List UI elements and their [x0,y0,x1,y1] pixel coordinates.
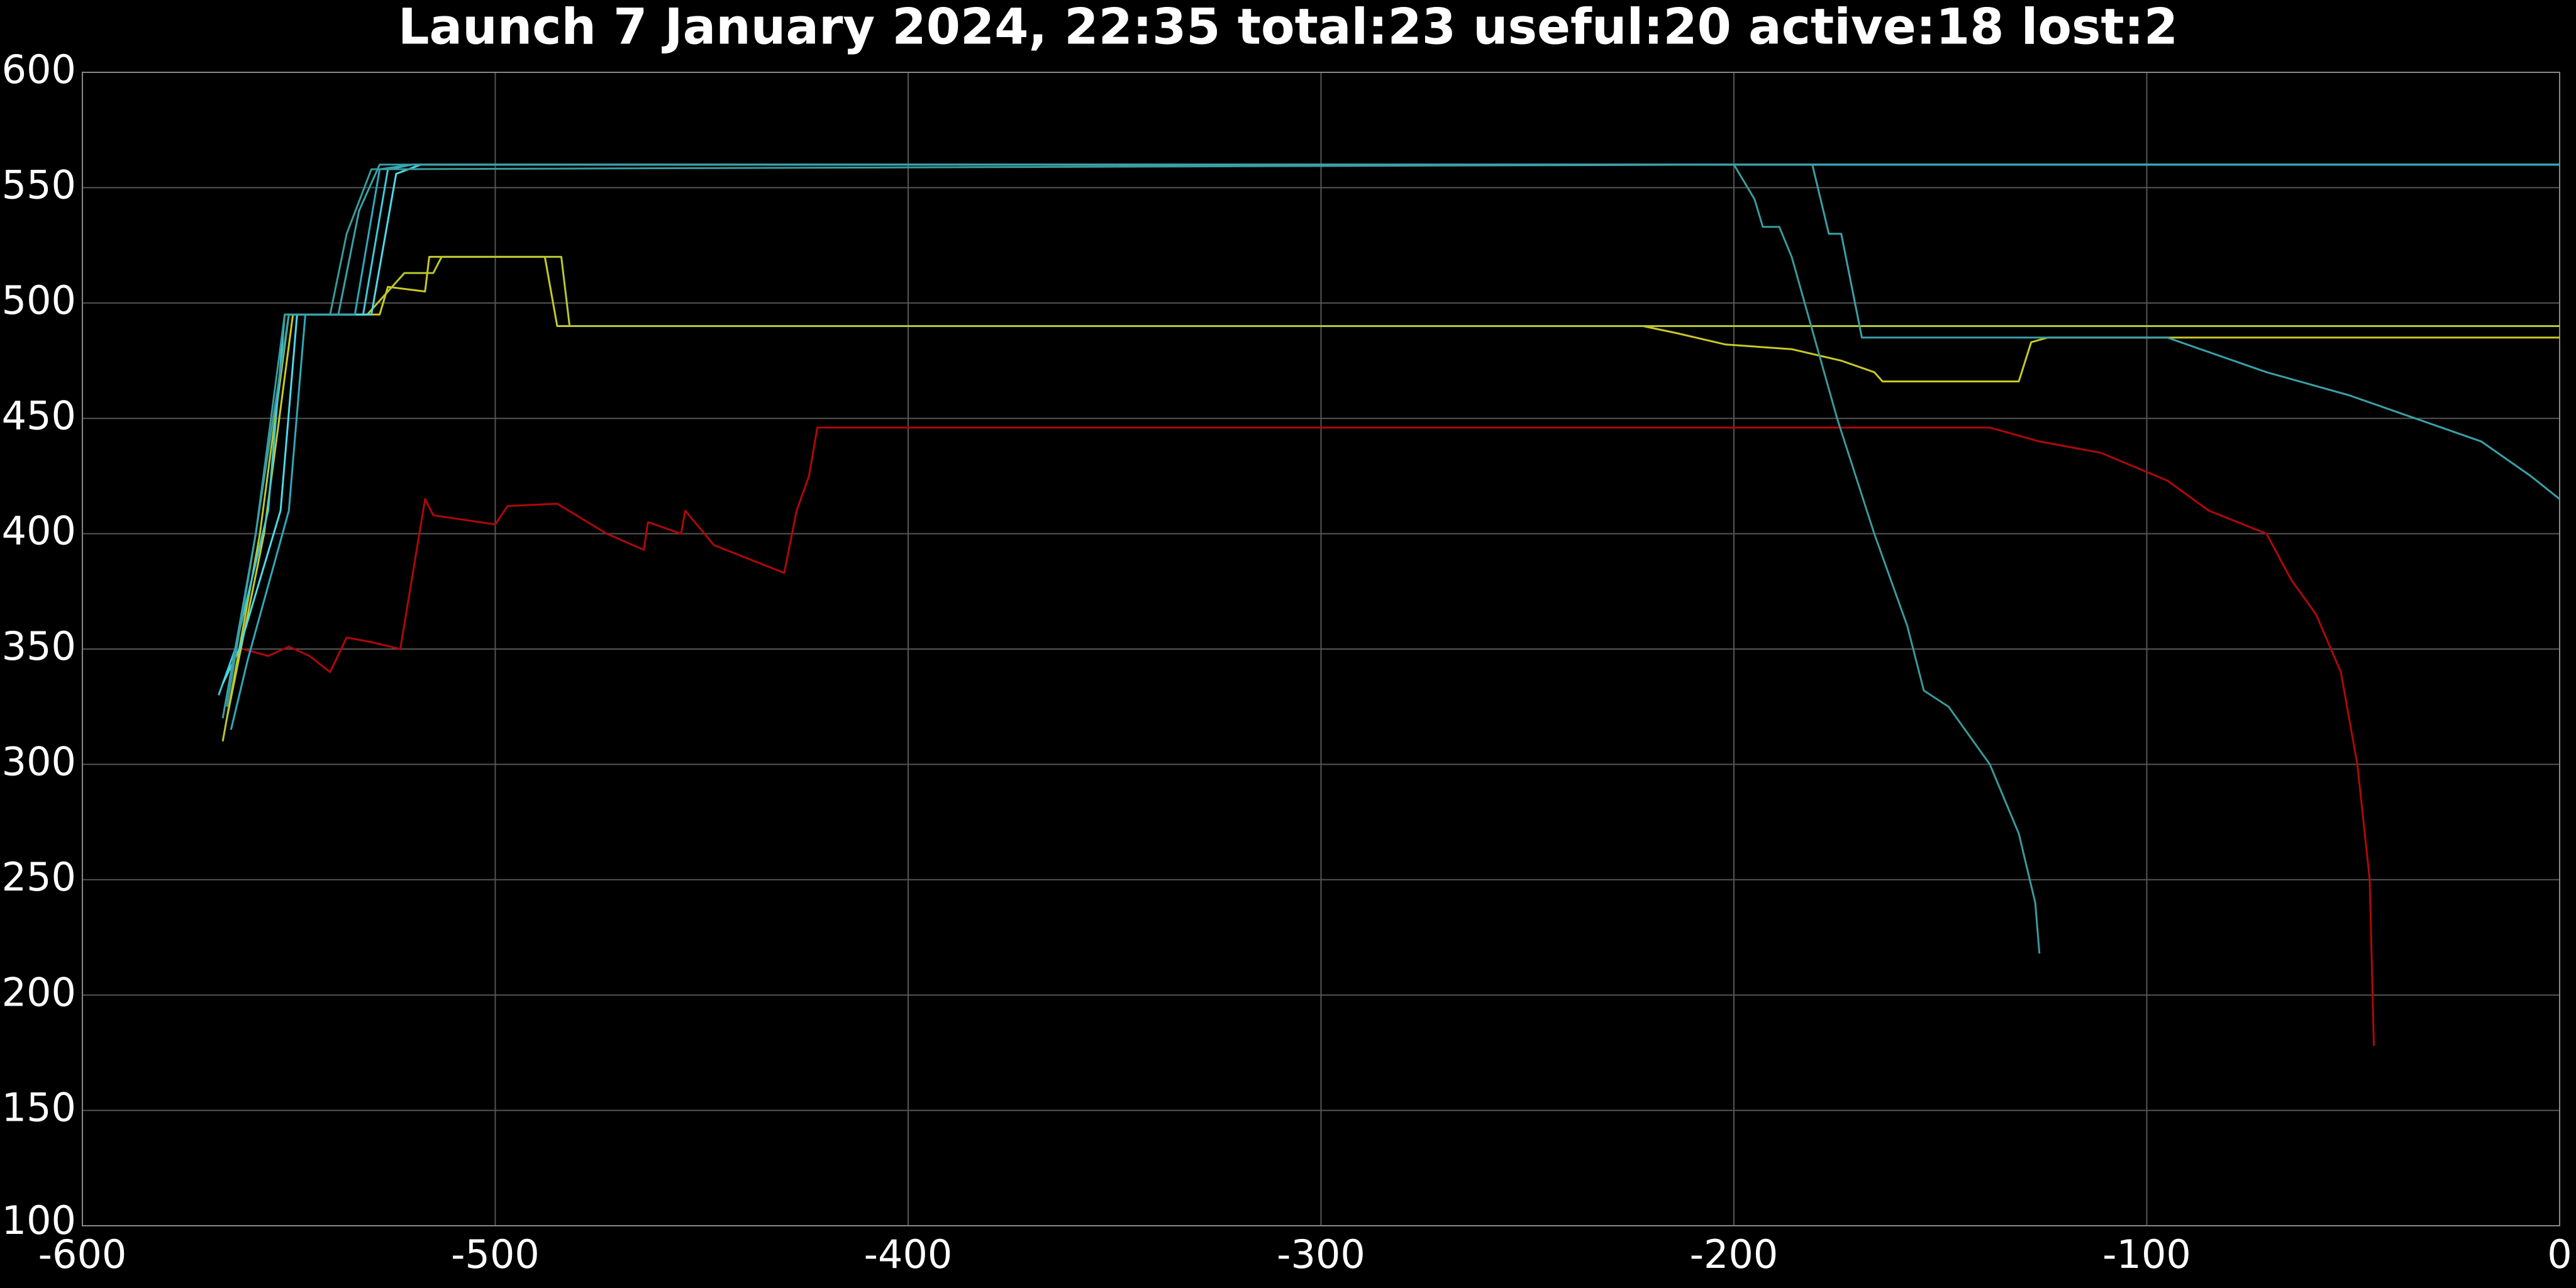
y-tick-label: 600 [2,47,76,92]
series-line [218,164,2560,696]
y-tick-label: 150 [2,1085,76,1131]
series-line [243,426,2375,1046]
series-line [221,164,2560,684]
y-tick-label: 450 [2,392,76,438]
y-tick-label: 100 [2,1197,76,1243]
chart-title: Launch 7 January 2024, 22:35 total:23 us… [398,0,2178,55]
y-tick-label: 500 [2,277,76,323]
series-line [230,164,2560,730]
series-line [226,164,2041,954]
series-line [226,255,2560,719]
x-tick-label: -100 [2102,1231,2191,1277]
x-tick-label: -500 [451,1231,540,1277]
series-line [221,164,2560,719]
y-tick-label: 250 [2,854,76,900]
y-tick-label: 350 [2,623,76,669]
x-tick-label: -300 [1277,1231,1365,1277]
y-tick-label: 300 [2,738,76,784]
x-tick-label: -600 [38,1231,127,1277]
y-tick-label: 200 [2,969,76,1015]
y-tick-label: 550 [2,162,76,208]
x-tick-label: -400 [864,1231,953,1277]
x-tick-label: 0 [2547,1231,2572,1277]
x-tick-label: -200 [1690,1231,1779,1277]
series-line [221,255,2560,741]
y-tick-label: 400 [2,508,76,554]
plot-frame [82,72,2560,1226]
